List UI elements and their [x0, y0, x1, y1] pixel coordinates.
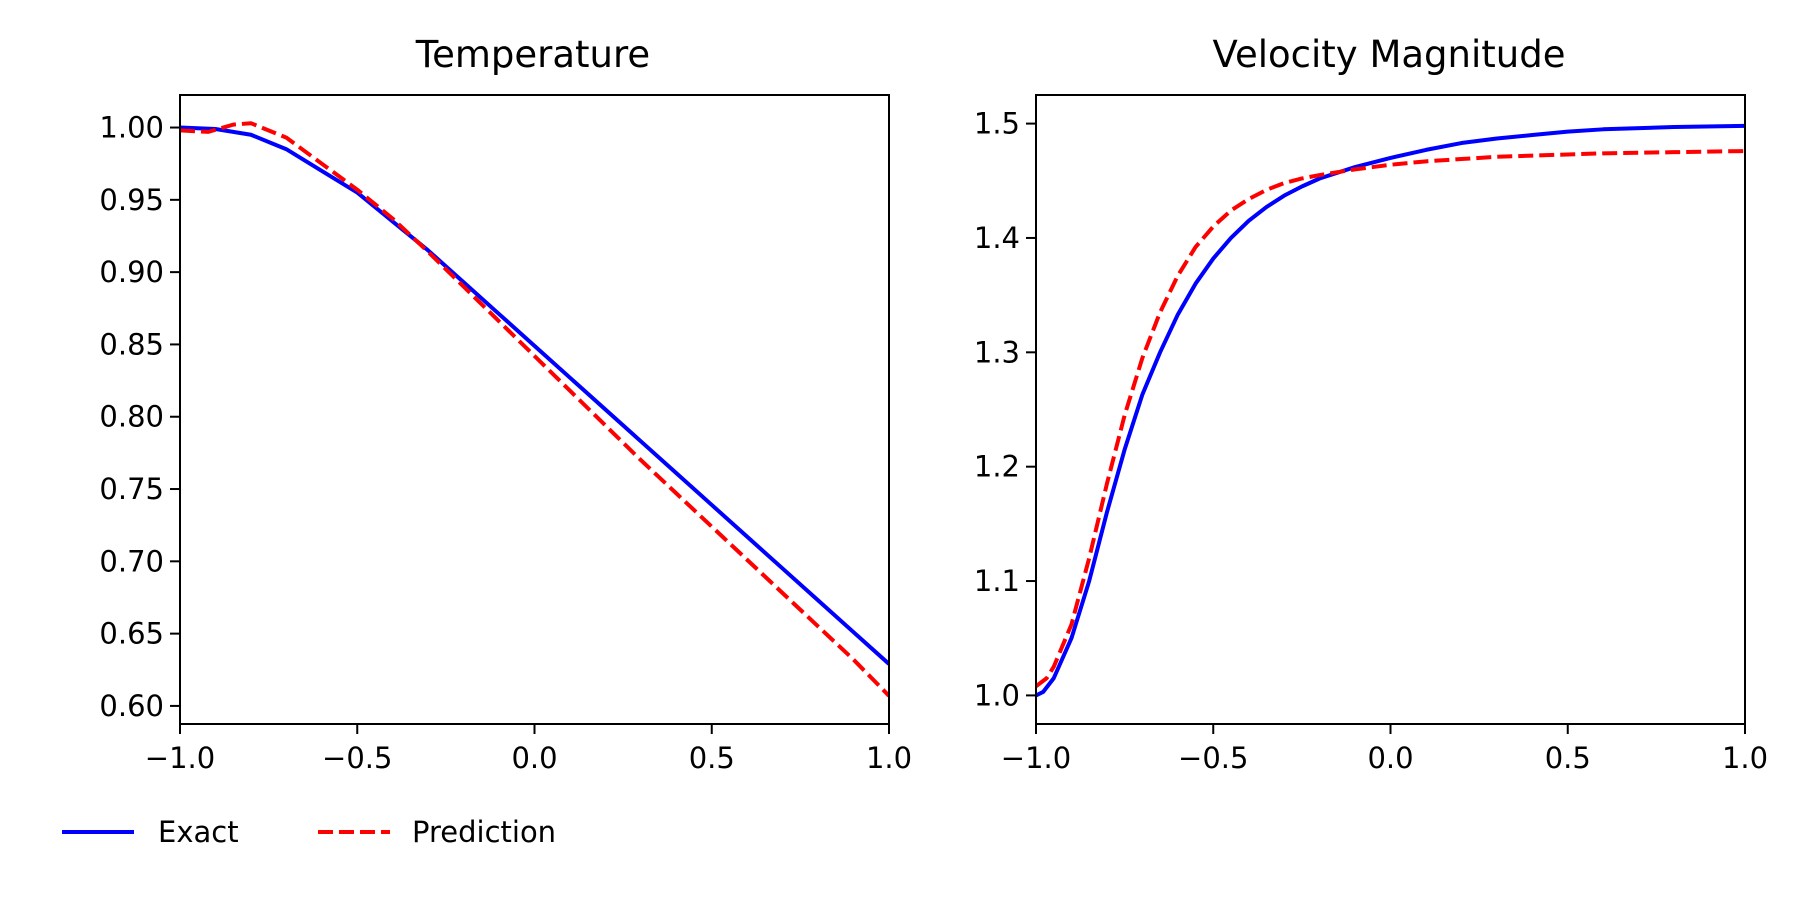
x-tick-label: −1.0 — [1001, 741, 1071, 775]
y-tick-label: 0.90 — [99, 255, 164, 289]
chart-title: Temperature — [415, 33, 650, 76]
x-tick-label: −0.5 — [1178, 741, 1248, 775]
y-tick-label: 0.95 — [99, 183, 164, 217]
y-tick-label: 0.80 — [99, 400, 164, 434]
x-tick-label: −0.5 — [322, 741, 392, 775]
legend-label-prediction: Prediction — [412, 815, 556, 849]
y-tick-label: 1.5 — [974, 107, 1020, 141]
y-tick-label: 0.65 — [99, 617, 164, 651]
y-tick-label: 0.70 — [99, 544, 164, 578]
y-tick-label: 1.0 — [974, 678, 1020, 712]
y-tick-label: 1.00 — [99, 111, 164, 145]
tick-group: −1.0 −0.5 0.0 0.5 1.0 0.60 0.65 0.70 0.75 0.80 0.8… — [99, 111, 912, 775]
series-line-prediction — [1036, 149, 1745, 688]
y-tick-label: 1.4 — [974, 221, 1020, 255]
plot-area — [1036, 123, 1745, 698]
chart-title: Velocity Magnitude — [1213, 33, 1566, 76]
legend: Exact Prediction — [62, 815, 556, 849]
y-tick-label: 0.75 — [99, 472, 164, 506]
x-tick-label: −1.0 — [145, 741, 215, 775]
y-tick-label: 1.1 — [974, 564, 1020, 598]
x-tick-label: 0.0 — [511, 741, 557, 775]
axes-frame — [1035, 94, 1746, 725]
y-tick-label: 1.2 — [974, 450, 1020, 484]
y-tick-label: 0.85 — [99, 327, 164, 361]
x-tick-label: 1.0 — [866, 741, 912, 775]
temperature-panel: Temperature −1.0 −0.5 0.0 0.5 1.0 0.60 0.65 0.7… — [99, 33, 912, 775]
tick-group: −1.0 −0.5 0.0 0.5 1.0 1.0 1.1 1.2 1.3 1.4 1.5 — [974, 107, 1768, 775]
axes-frame — [179, 94, 890, 725]
series-line-prediction — [180, 121, 889, 698]
y-tick-label: 1.3 — [974, 335, 1020, 369]
series-line-exact — [180, 125, 889, 666]
x-tick-label: 1.0 — [1722, 741, 1768, 775]
x-tick-label: 0.0 — [1367, 741, 1413, 775]
x-tick-label: 0.5 — [689, 741, 735, 775]
y-tick-label: 0.60 — [99, 689, 164, 723]
velocity-magnitude-panel: Velocity Magnitude −1.0 −0.5 0.0 0.5 1.0 1.0 1… — [974, 33, 1768, 775]
series-line-exact — [1036, 123, 1745, 698]
plot-area — [180, 121, 889, 698]
x-tick-label: 0.5 — [1545, 741, 1591, 775]
legend-label-exact: Exact — [158, 815, 239, 849]
